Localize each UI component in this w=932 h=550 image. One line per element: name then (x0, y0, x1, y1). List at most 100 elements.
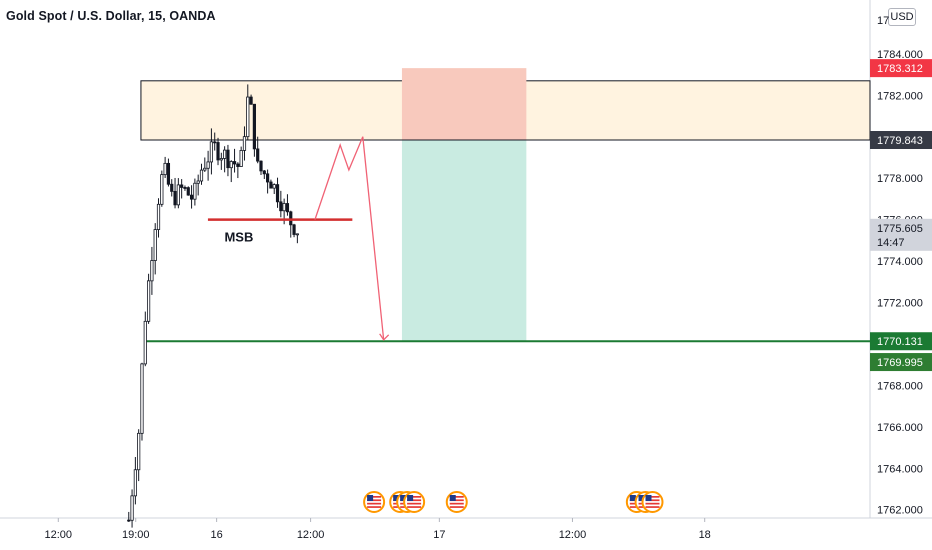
flag-stripe (367, 502, 382, 505)
candle-body (140, 363, 144, 434)
candle-body (256, 148, 260, 162)
candle-body (199, 169, 204, 182)
candle-body (203, 167, 207, 171)
flag-canton (638, 495, 645, 501)
projection-path[interactable] (314, 136, 385, 340)
candle-body (266, 173, 270, 183)
flag-stripe (367, 496, 382, 498)
time-tick-label: 12:00 (297, 529, 325, 541)
position-target-area[interactable] (401, 140, 527, 342)
candle-body (133, 469, 137, 497)
price-tick-label: 1766.000 (877, 422, 923, 434)
position-stop-area[interactable] (401, 68, 527, 141)
flag-canton (367, 495, 374, 501)
candle-body (295, 233, 299, 236)
candle-body (173, 190, 177, 206)
flag-stripe (407, 499, 422, 502)
candle-body (232, 161, 237, 165)
candle-body (226, 149, 230, 169)
price-label-value: 1775.605 (877, 223, 923, 235)
flag-stripe (449, 506, 464, 508)
candle-body (176, 184, 180, 206)
candle-body (206, 161, 210, 169)
candle-body (223, 149, 227, 159)
price-tick-label: 1764.000 (877, 463, 923, 475)
flag-canton (449, 495, 456, 501)
candle-body (170, 183, 174, 192)
candle-body (285, 203, 290, 213)
price-labels: 1783.312 1779.843 1775.605 14:47 1770.131 176… (870, 59, 932, 372)
time-tick-label: 17 (433, 529, 445, 541)
candle-body (166, 162, 171, 185)
candle-body (180, 184, 184, 188)
candle-body (153, 229, 157, 261)
us-flag-icon[interactable] (403, 491, 426, 513)
flag-canton (629, 495, 636, 501)
time-tick-label: 12:00 (45, 529, 73, 541)
flag-stripe (449, 499, 464, 502)
msb-label: MSB (224, 230, 253, 245)
candle-body (186, 187, 190, 196)
candle-body (193, 182, 197, 200)
price-tick-label: 17 (877, 15, 889, 27)
flag-stripe (645, 496, 660, 498)
candle-body (156, 203, 161, 230)
projection-arrowhead (379, 333, 390, 341)
candle-body (130, 495, 134, 521)
candle-body (216, 142, 220, 161)
price-label-badge (870, 353, 932, 372)
price-tick-label: 1782.000 (877, 90, 923, 102)
time-tick-label: 16 (211, 529, 223, 541)
candle-body (183, 187, 187, 189)
candle-body (137, 432, 141, 471)
candle-body (219, 158, 223, 161)
candle-body (282, 203, 286, 212)
candle-body (242, 136, 247, 151)
flag-stripe (449, 496, 464, 498)
price-tick-label: 1784.000 (877, 49, 923, 61)
us-flag-icon[interactable] (363, 491, 386, 513)
us-flag-icon[interactable] (641, 491, 664, 513)
price-label-value: 1783.312 (877, 63, 923, 75)
candle-body (160, 174, 164, 205)
price-label-badge (870, 131, 932, 150)
price-label-countdown: 14:47 (877, 237, 905, 249)
candles (127, 84, 299, 528)
time-axis[interactable]: 12:00 19:00 16 12:00 17 12:00 18 (45, 518, 711, 541)
price-label-badge (870, 332, 932, 351)
flag-stripe (367, 499, 382, 502)
candle-body (196, 180, 200, 184)
currency-button[interactable]: USD (888, 8, 916, 26)
candle-body (163, 162, 167, 176)
price-axis[interactable]: 1784.0001782.0001780.0001778.0001776.000… (877, 15, 923, 517)
price-label-value: 1779.843 (877, 135, 923, 147)
flag-canton (393, 495, 400, 501)
candle-body (249, 96, 253, 105)
flag-stripe (645, 506, 660, 508)
candle-body (213, 141, 217, 144)
candle-body (269, 181, 273, 189)
price-label-value: 1770.131 (877, 336, 923, 348)
candle-body (236, 163, 240, 167)
symbol-title: Gold Spot / U.S. Dollar, 15, OANDA (6, 9, 216, 23)
flag-stripe (645, 499, 660, 502)
candle-body (146, 280, 151, 322)
time-tick-label: 18 (699, 529, 711, 541)
candle-body (209, 141, 214, 163)
candle-body (262, 170, 266, 175)
flag-canton (400, 495, 407, 501)
candle-body (189, 194, 194, 200)
candle-body (239, 150, 243, 167)
candle-body (275, 184, 280, 203)
candle-body (143, 320, 147, 365)
flag-canton (645, 495, 652, 501)
candle-body (259, 160, 263, 172)
flag-stripe (407, 506, 422, 508)
us-flag-icon[interactable] (445, 491, 468, 513)
price-tick-label: 1762.000 (877, 505, 923, 517)
candle-body (289, 211, 293, 226)
event-markers[interactable] (363, 491, 664, 513)
price-tick-label: 1774.000 (877, 256, 923, 268)
candle-body (292, 224, 296, 235)
